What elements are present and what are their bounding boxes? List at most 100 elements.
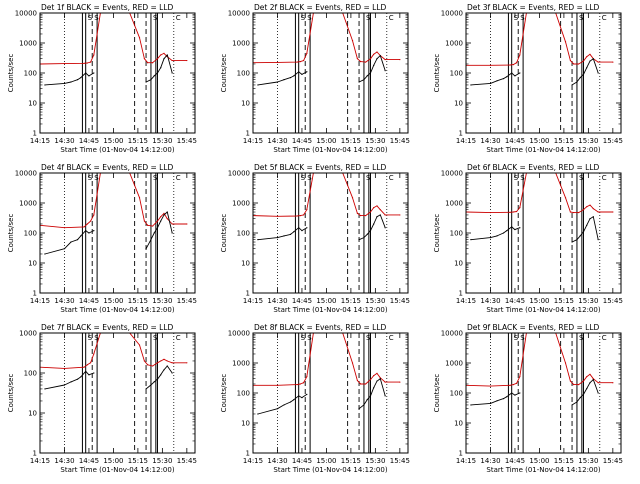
saa-marker-label: S bbox=[514, 14, 519, 22]
data-point bbox=[511, 226, 513, 228]
x-tick-label: 15:30 bbox=[365, 457, 385, 465]
data-point bbox=[138, 197, 141, 199]
time-markers bbox=[277, 333, 388, 453]
data-point bbox=[356, 212, 359, 215]
data-point bbox=[514, 394, 516, 396]
saa-marker-label: S bbox=[579, 334, 584, 342]
x-tick-label: 14:30 bbox=[267, 457, 287, 465]
data-point bbox=[143, 220, 146, 222]
data-point bbox=[351, 40, 354, 42]
data-point bbox=[379, 55, 381, 57]
x-tick-label: 15:15 bbox=[554, 137, 574, 145]
data-point bbox=[296, 61, 298, 63]
y-tick-label: 10000 bbox=[15, 170, 37, 178]
data-point bbox=[573, 63, 575, 65]
time-markers bbox=[490, 13, 601, 133]
data-point bbox=[301, 397, 303, 399]
data-point bbox=[293, 399, 295, 401]
data-point bbox=[358, 408, 360, 410]
data-point bbox=[519, 227, 521, 229]
y-tick-label: 100 bbox=[450, 70, 463, 78]
data-point bbox=[145, 248, 147, 250]
data-point bbox=[156, 378, 159, 380]
data-point bbox=[156, 220, 159, 222]
y-tick-label: 10 bbox=[28, 100, 37, 108]
data-point bbox=[376, 380, 378, 382]
data-point bbox=[150, 384, 152, 386]
y-tick-label: 1000 bbox=[232, 200, 250, 208]
y-tick-label: 1 bbox=[246, 450, 250, 458]
x-tick-label: 15:00 bbox=[103, 137, 123, 145]
data-point bbox=[299, 215, 301, 217]
saa-marker-label: S bbox=[366, 334, 371, 342]
data-point bbox=[512, 384, 514, 386]
data-point bbox=[147, 224, 149, 226]
plot-frame bbox=[465, 172, 622, 294]
data-point bbox=[93, 214, 95, 216]
data-point bbox=[506, 76, 508, 78]
y-tick-label: 100 bbox=[237, 70, 250, 78]
y-tick-label: 10000 bbox=[441, 10, 463, 18]
data-point bbox=[519, 376, 521, 378]
data-point bbox=[166, 365, 168, 367]
y-tick-label: 1 bbox=[33, 130, 37, 138]
data-point bbox=[156, 362, 159, 364]
x-tick-label: 14:45 bbox=[292, 297, 312, 305]
data-point bbox=[76, 378, 79, 380]
series-group bbox=[466, 13, 614, 86]
events-rate-line bbox=[358, 378, 386, 410]
data-point bbox=[597, 239, 599, 241]
data-point bbox=[89, 220, 92, 222]
data-point bbox=[89, 61, 92, 63]
data-point bbox=[283, 404, 285, 406]
saa-marker-label: S bbox=[520, 174, 525, 182]
y-tick-label: 10000 bbox=[228, 330, 250, 338]
data-point bbox=[160, 216, 162, 218]
data-point bbox=[597, 72, 599, 74]
data-point bbox=[86, 62, 88, 64]
data-point bbox=[569, 380, 572, 382]
data-point bbox=[360, 60, 362, 63]
data-point bbox=[369, 378, 372, 381]
data-point bbox=[369, 72, 372, 74]
events-rate-line bbox=[470, 226, 520, 241]
x-tick-label: 15:00 bbox=[103, 297, 123, 305]
saa-marker-label: S bbox=[301, 334, 306, 342]
data-point bbox=[63, 248, 66, 250]
data-point bbox=[384, 381, 386, 383]
data-point bbox=[589, 373, 591, 375]
data-point bbox=[83, 226, 85, 228]
data-point bbox=[589, 53, 591, 55]
data-point bbox=[502, 78, 505, 80]
panel-det-7: 1 10 100 1000 14:15 14:30 14:45 15:00 15:15 15:30… bbox=[7, 323, 197, 474]
data-point bbox=[379, 377, 381, 379]
data-point bbox=[80, 376, 82, 378]
data-point bbox=[366, 75, 368, 77]
data-point bbox=[302, 59, 305, 62]
panel-title: Det 4f BLACK = Events, RED = LLD bbox=[41, 163, 174, 172]
x-tick-label: 14:15 bbox=[456, 297, 476, 305]
data-point bbox=[384, 58, 386, 61]
data-point bbox=[384, 214, 386, 216]
x-tick-label: 14:45 bbox=[505, 137, 525, 145]
x-tick-label: 14:45 bbox=[505, 457, 525, 465]
data-point bbox=[519, 72, 521, 74]
data-point bbox=[299, 383, 301, 385]
data-point bbox=[93, 72, 95, 74]
events-rate-line bbox=[257, 71, 308, 86]
data-point bbox=[470, 404, 472, 406]
data-point bbox=[573, 211, 575, 214]
data-point bbox=[597, 382, 599, 384]
data-point bbox=[571, 241, 573, 243]
data-point bbox=[373, 64, 375, 66]
data-point bbox=[577, 211, 580, 214]
data-point bbox=[143, 360, 146, 362]
data-point bbox=[496, 80, 498, 82]
data-point bbox=[63, 384, 66, 386]
data-point bbox=[514, 75, 516, 77]
y-tick-label: 1000 bbox=[445, 40, 463, 48]
x-axis-label: Start Time (01-Nov-04 14:12:00) bbox=[60, 466, 174, 474]
events-rate-line bbox=[358, 214, 386, 241]
data-point bbox=[156, 72, 159, 74]
x-tick-label: 15:45 bbox=[177, 457, 197, 465]
